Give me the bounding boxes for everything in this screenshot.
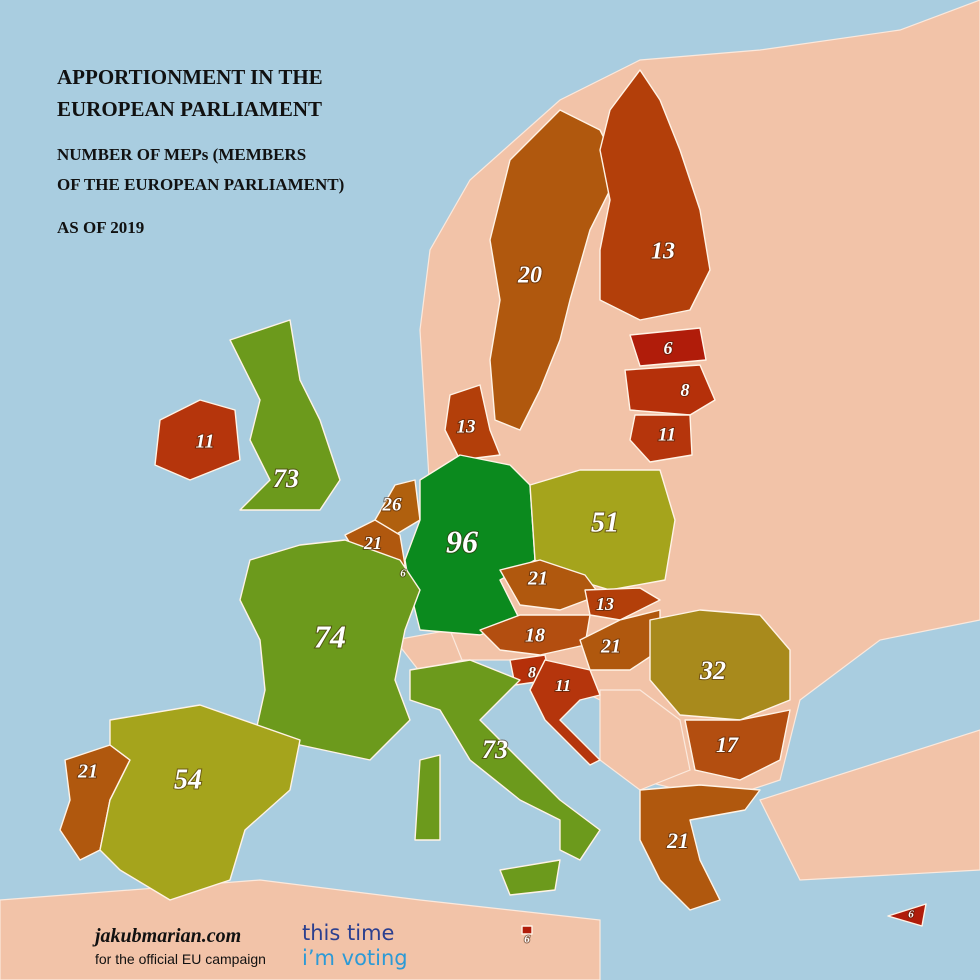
- title: EUROPEAN PARLIAMENT: [57, 97, 322, 121]
- campaign: i’m voting: [302, 946, 408, 970]
- country: [479, 614, 591, 656]
- land: [759, 729, 980, 881]
- source: jakubmarian.com: [92, 925, 241, 947]
- seat-count: 6: [400, 568, 406, 580]
- land: [0, 879, 601, 980]
- country: [239, 539, 421, 761]
- seat-count: 73: [482, 735, 508, 764]
- country: [599, 69, 711, 321]
- seat-count: 8: [528, 665, 536, 682]
- seat-count: 11: [658, 424, 676, 445]
- title: APPORTIONMENT IN THE: [57, 65, 323, 89]
- country: [584, 587, 661, 621]
- seat-count: 21: [527, 568, 548, 590]
- seat-count: 21: [666, 828, 689, 853]
- seat-count: 21: [77, 761, 98, 783]
- subtitle: OF THE EUROPEAN PARLIAMENT): [57, 175, 344, 194]
- country: [499, 859, 561, 896]
- seat-count: 13: [457, 416, 476, 437]
- seat-count: 11: [555, 676, 571, 695]
- seat-count: 18: [525, 625, 545, 647]
- seat-count: 96: [446, 523, 478, 559]
- subtitle: NUMBER OF MEPs (MEMBERS: [57, 145, 306, 164]
- country: [629, 414, 693, 463]
- seat-count: 8: [681, 380, 690, 400]
- country: [887, 903, 927, 927]
- seat-count: 13: [596, 594, 614, 614]
- country: [529, 659, 601, 766]
- country: [624, 364, 716, 416]
- country: [229, 319, 341, 511]
- country: [629, 327, 707, 367]
- country: [99, 704, 301, 901]
- campaign: this time: [302, 921, 394, 945]
- country: [444, 384, 501, 461]
- country: [521, 925, 533, 935]
- country: [639, 784, 761, 911]
- date-note: AS OF 2019: [57, 218, 144, 237]
- regions: [59, 69, 927, 935]
- land: [393, 629, 463, 673]
- country: [649, 609, 791, 721]
- country: [154, 399, 241, 481]
- country: [409, 659, 601, 861]
- seat-count: 11: [196, 431, 215, 453]
- seat-count: 6: [908, 909, 914, 921]
- seat-count: 17: [716, 732, 739, 757]
- seat-count: 6: [524, 934, 530, 946]
- seat-count: 32: [699, 656, 726, 685]
- seat-count: 20: [517, 263, 542, 289]
- seat-count: 51: [591, 507, 619, 538]
- seat-count: 73: [273, 464, 299, 493]
- seat-count: 54: [174, 764, 202, 795]
- seat-count: 26: [382, 494, 403, 515]
- country: [414, 754, 441, 841]
- seat-count: 6: [664, 338, 673, 358]
- source-note: for the official EU campaign: [95, 951, 266, 967]
- seat-count: 21: [363, 533, 382, 553]
- seat-count: 13: [651, 239, 675, 265]
- country: [684, 709, 791, 781]
- seat-count: 21: [600, 636, 621, 658]
- seat-count: 74: [314, 618, 346, 654]
